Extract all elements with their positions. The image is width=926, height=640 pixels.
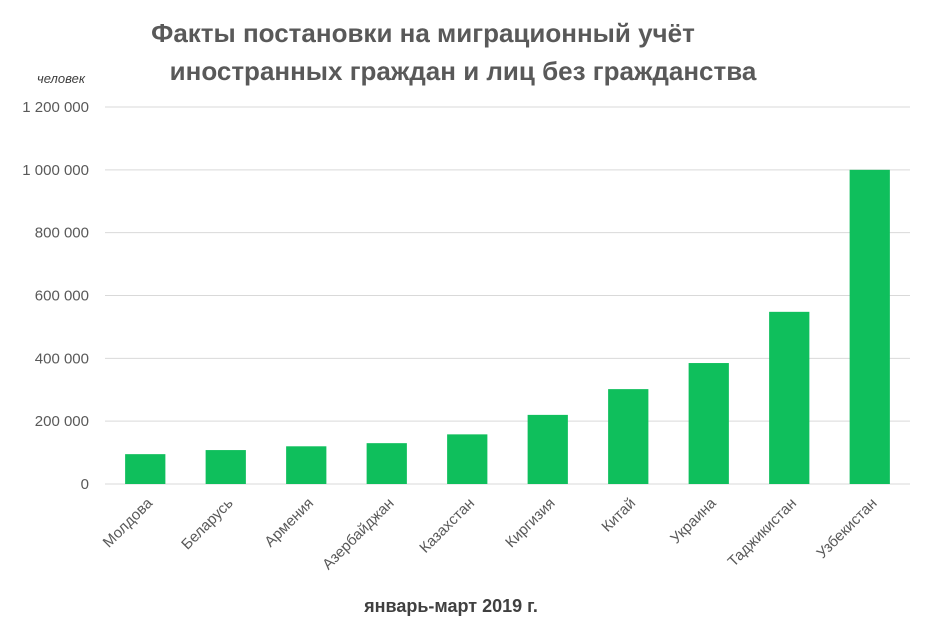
bar <box>769 311 810 484</box>
bar <box>125 454 166 484</box>
bar <box>527 414 568 484</box>
y-tick-labels: 0 200 000 400 000 600 000 800 000 1 000 000 1 … <box>22 99 89 493</box>
chart-title-line-1: Факты постановки на миграционный учёт <box>151 18 695 48</box>
y-tick-label: 0 <box>81 476 89 493</box>
bar <box>366 443 407 484</box>
chart-title-line-2: иностранных граждан и лиц без гражданств… <box>169 56 757 86</box>
x-tick-label: Украина <box>667 494 720 547</box>
x-tick-label: Молдова <box>100 494 157 551</box>
x-tick-label: Киргизия <box>502 495 558 551</box>
chart-title: Факты постановки на миграционный учёт ин… <box>0 14 926 90</box>
y-tick-label: 200 000 <box>35 413 89 430</box>
y-tick-label: 600 000 <box>35 288 89 305</box>
x-tick-label: Армения <box>261 495 317 551</box>
bar <box>688 363 729 484</box>
y-tick-label: 1 000 000 <box>22 162 89 179</box>
x-tick-label: Беларусь <box>178 495 237 554</box>
y-tick-label: 1 200 000 <box>22 99 89 116</box>
bar <box>447 434 488 484</box>
x-tick-label: Узбекистан <box>813 495 880 562</box>
x-tick-label: Казахстан <box>416 495 478 557</box>
x-tick-label: Азербайджан <box>319 495 397 573</box>
bar <box>849 169 890 485</box>
x-tick-label: Китай <box>598 495 639 536</box>
y-tick-label: 800 000 <box>35 225 89 242</box>
bar <box>608 389 649 484</box>
x-tick-labels: Молдова Беларусь Армения Азербайджан Казахст… <box>100 494 881 573</box>
bar <box>205 450 246 484</box>
y-axis-unit-label: человек <box>37 71 86 86</box>
x-axis-caption: январь-март 2019 г. <box>363 596 538 616</box>
bar <box>286 446 327 484</box>
bars <box>125 169 890 485</box>
y-tick-label: 400 000 <box>35 350 89 367</box>
x-tick-label: Таджикистан <box>725 495 800 570</box>
